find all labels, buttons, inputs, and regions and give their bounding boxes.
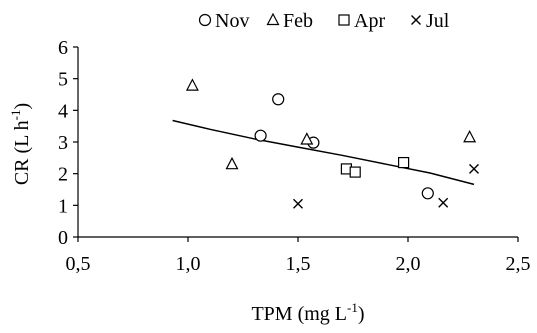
- y-tick-label: 1: [58, 195, 68, 217]
- x-tick-label: 1,0: [176, 253, 201, 275]
- y-tick-label: 2: [58, 164, 68, 186]
- data-point-nov: [272, 93, 285, 106]
- y-tick-label: 6: [58, 37, 68, 59]
- x-tick-label: 0,5: [66, 253, 91, 275]
- legend-marker-feb: [266, 12, 280, 26]
- data-point-nov: [254, 129, 267, 142]
- axis-titles: TPM (mg L-1) CR (L h-1): [8, 103, 365, 325]
- data-point-jul: [293, 198, 303, 209]
- legend-label-nov: Nov: [215, 10, 249, 32]
- legend-label-apr: Apr: [354, 10, 385, 32]
- data-point-feb: [185, 78, 199, 91]
- data-point-apr: [349, 166, 361, 178]
- axes: [73, 46, 519, 242]
- legend-marker-jul: [411, 15, 421, 25]
- y-axis-title: CR (L h-1): [8, 103, 33, 185]
- y-tick-label: 3: [58, 132, 68, 154]
- y-tick-label: 0: [58, 227, 68, 249]
- trendline: [172, 119, 475, 186]
- legend: Nov Feb Apr Jul: [198, 10, 450, 32]
- legend-label-feb: Feb: [283, 10, 313, 32]
- trendline-group: [172, 119, 475, 186]
- y-tick-label: 4: [58, 100, 68, 122]
- x-axis-title: TPM (mg L-1): [251, 300, 364, 325]
- data-point-feb: [463, 129, 477, 143]
- data-point-nov: [421, 187, 434, 200]
- data-points: [185, 78, 479, 209]
- legend-marker-apr: [338, 14, 350, 26]
- y-tick-label: 5: [58, 69, 68, 91]
- x-tick-label: 2,0: [396, 253, 421, 275]
- x-tick-label: 1,5: [286, 253, 311, 275]
- data-point-jul: [438, 197, 449, 208]
- legend-marker-nov: [198, 13, 212, 27]
- legend-label-jul: Jul: [426, 10, 450, 32]
- tick-labels: 0,5 1,0 1,5 2,0 2,5 0 1 2 3 4 5 6: [58, 37, 531, 275]
- x-tick-label: 2,5: [506, 253, 531, 275]
- data-point-feb: [225, 156, 239, 170]
- data-point-jul: [469, 163, 479, 174]
- data-point-apr: [398, 156, 410, 169]
- data-point-feb: [300, 132, 314, 145]
